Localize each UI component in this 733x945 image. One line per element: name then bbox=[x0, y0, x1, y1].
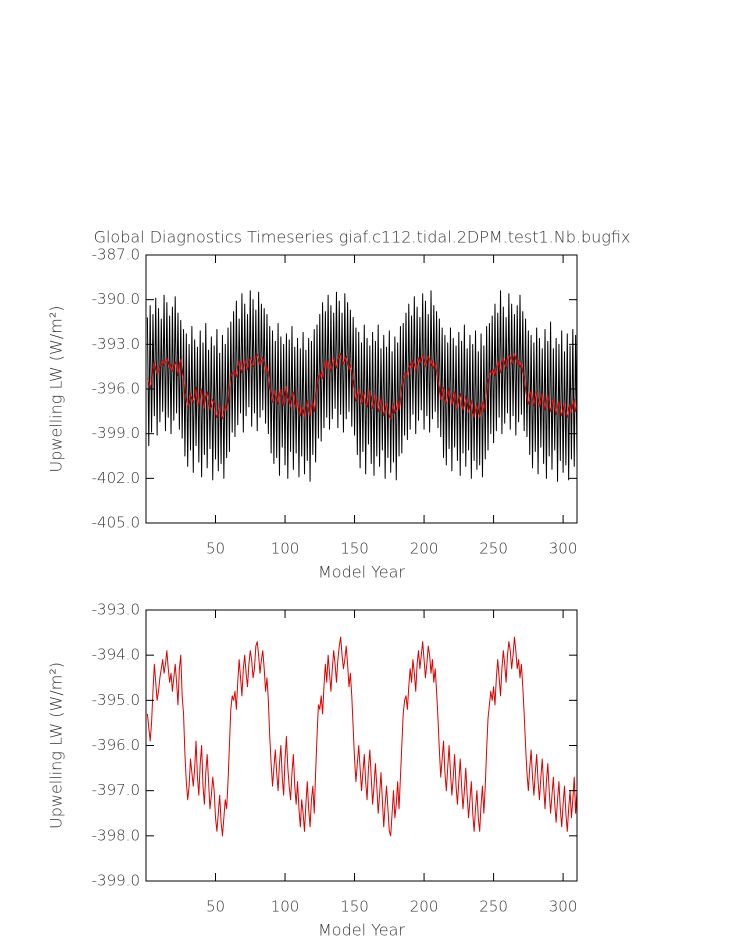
x-tick-label: 50 bbox=[206, 540, 225, 558]
y-tick-label: -399.0 bbox=[92, 872, 140, 890]
x-tick-label: 250 bbox=[479, 898, 508, 916]
x-tick-label: 300 bbox=[549, 540, 578, 558]
y-tick-label: -396.0 bbox=[92, 736, 140, 754]
y-tick-label: -405.0 bbox=[92, 514, 140, 532]
plot-frame bbox=[145, 609, 578, 882]
y-tick-label: -390.0 bbox=[92, 290, 140, 308]
x-tick-label: 300 bbox=[549, 898, 578, 916]
y-axis-label: Upwelling LW (W/m²) bbox=[47, 662, 66, 829]
series-line bbox=[146, 352, 577, 420]
y-tick-label: -394.0 bbox=[92, 646, 140, 664]
x-axis-label: Model Year bbox=[318, 921, 405, 940]
series-line bbox=[146, 636, 577, 837]
y-tick-label: -397.0 bbox=[92, 781, 140, 799]
y-tick-label: -393.0 bbox=[92, 335, 140, 353]
x-tick-label: 150 bbox=[340, 898, 369, 916]
y-tick-label: -387.0 bbox=[92, 246, 140, 264]
y-axis-label: Upwelling LW (W/m²) bbox=[47, 305, 66, 472]
series-line bbox=[146, 290, 577, 482]
x-tick-label: 200 bbox=[410, 540, 439, 558]
x-axis-label: Model Year bbox=[318, 563, 405, 582]
x-tick-label: 50 bbox=[206, 898, 225, 916]
x-tick-label: 100 bbox=[271, 898, 300, 916]
y-tick-label: -393.0 bbox=[92, 601, 140, 619]
y-tick-label: -395.0 bbox=[92, 691, 140, 709]
x-tick-label: 100 bbox=[271, 540, 300, 558]
x-tick-label: 200 bbox=[410, 898, 439, 916]
y-tick-label: -402.0 bbox=[92, 469, 140, 487]
chart-title: Global Diagnostics Timeseries giaf.c112.… bbox=[94, 228, 631, 247]
y-tick-label: -399.0 bbox=[92, 424, 140, 442]
y-tick-label: -398.0 bbox=[92, 826, 140, 844]
x-tick-label: 150 bbox=[340, 540, 369, 558]
x-tick-label: 250 bbox=[479, 540, 508, 558]
y-tick-label: -396.0 bbox=[92, 380, 140, 398]
